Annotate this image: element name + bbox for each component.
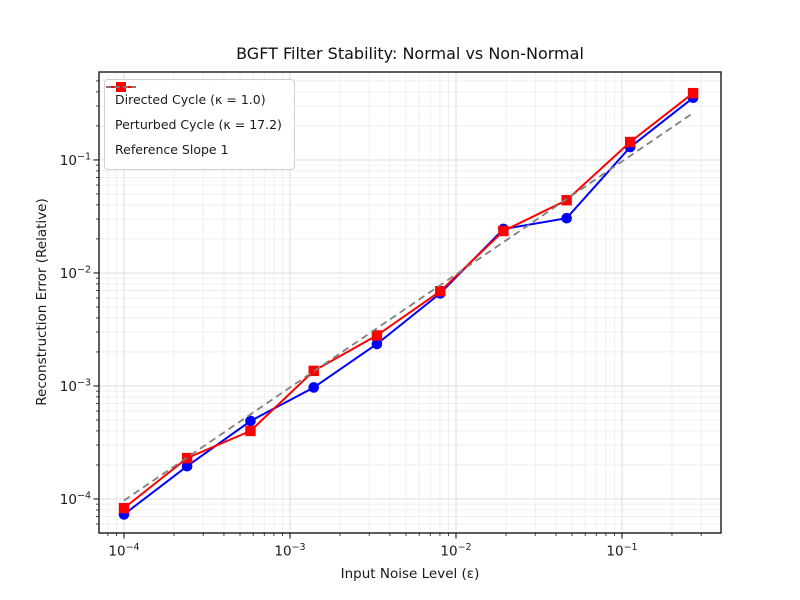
y-tick-label: 10−1 [59,151,91,169]
data-point-marker [498,225,509,237]
y-tick-label: 10−2 [59,264,91,282]
x-tick-label: 10−1 [606,542,638,560]
data-point-marker [118,502,130,514]
data-point-marker [245,415,256,427]
legend-item: Reference Slope 1 [106,86,282,162]
data-point-marker [308,365,319,377]
y-tick-label: 10−3 [59,377,91,395]
data-point-marker [435,285,446,297]
legend-label: Reference Slope 1 [115,142,229,157]
data-point-marker [181,460,193,472]
legend-sample-dashed-line [106,86,136,88]
data-point-marker [245,425,256,437]
data-point-marker [624,136,636,148]
data-point-marker [371,330,383,341]
x-axis-label: Input Noise Level (ε) [340,566,480,582]
data-point-marker [181,452,193,464]
data-point-marker [308,382,320,393]
series-line-1 [123,92,694,509]
x-tick-label: 10−3 [274,542,306,560]
plot-frame [98,71,722,534]
data-point-marker [687,87,699,99]
data-point-marker [561,195,572,206]
legend-item: Perturbed Cycle (κ = 17.2) [106,82,282,137]
y-axis-label: Reconstruction Error (Relative) [34,198,50,406]
legend-label: Perturbed Cycle (κ = 17.2) [115,117,282,132]
legend-label: Directed Cycle (κ = 1.0) [115,92,266,107]
chart-title: BGFT Filter Stability: Normal vs Non-Nor… [236,44,584,63]
y-tick-label: 10−4 [59,490,91,508]
x-tick-label: 10−4 [108,542,140,560]
data-point-marker [561,212,572,224]
data-point-marker [371,338,383,350]
legend-item: Directed Cycle (κ = 1.0) [106,82,282,112]
legend: Directed Cycle (κ = 1.0) Perturbed Cycle … [104,79,295,170]
x-tick-label: 10−2 [440,542,472,560]
